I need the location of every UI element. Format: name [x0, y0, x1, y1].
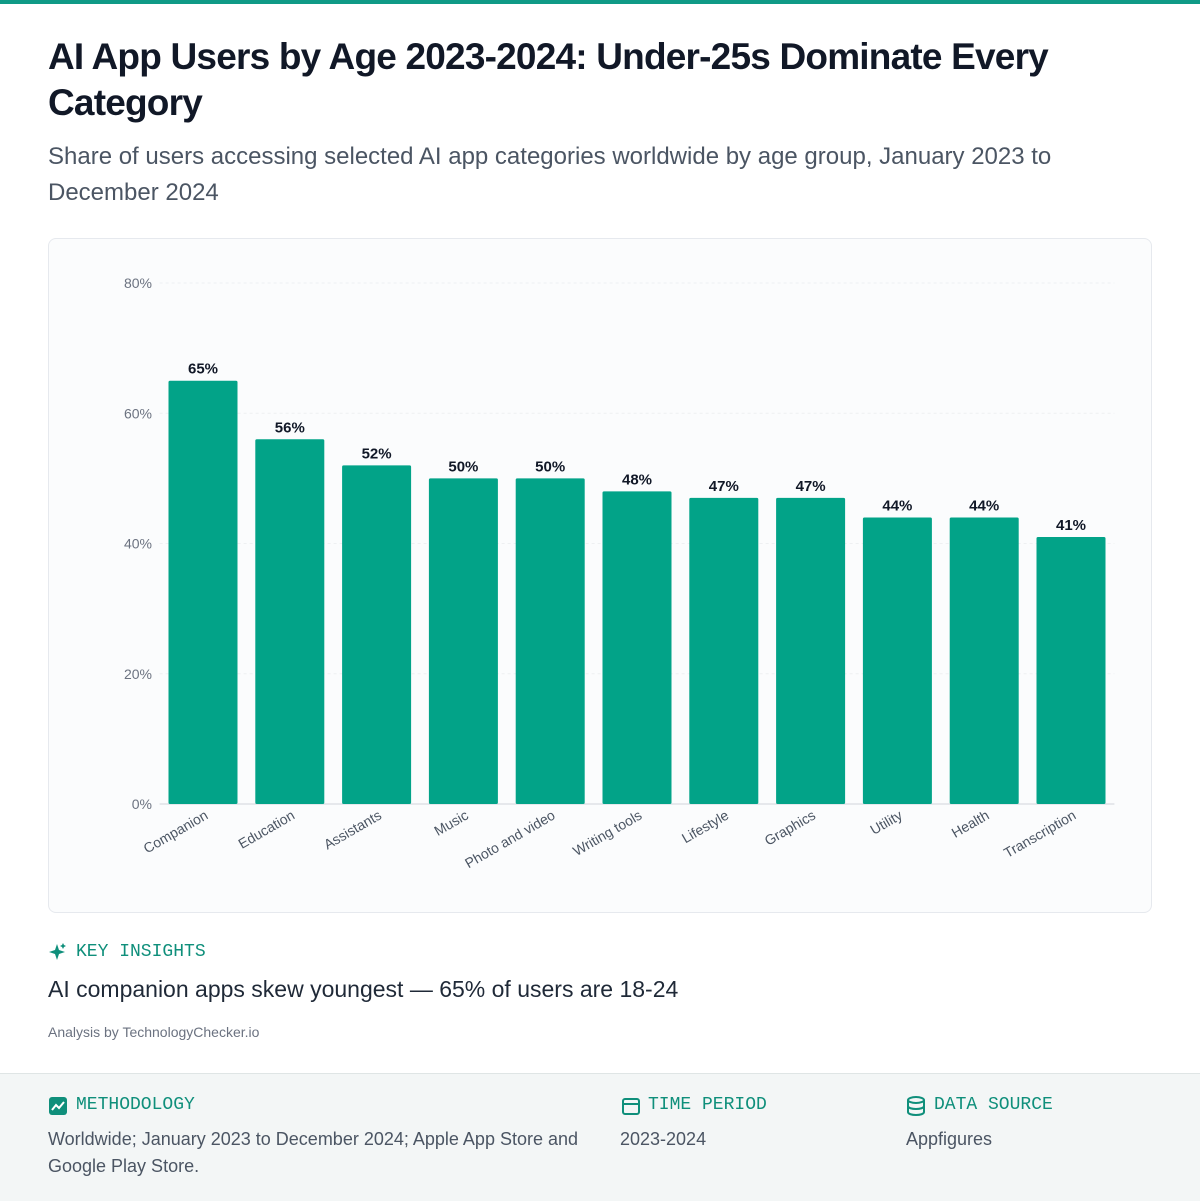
title: AI App Users by Age 2023-2024: Under-25s… — [48, 36, 1049, 123]
time-period-heading: TIME PERIOD — [648, 1095, 767, 1115]
insight-text: AI companion apps skew youngest — 65% of… — [48, 976, 679, 1002]
methodology-heading: METHODOLOGY — [76, 1095, 195, 1115]
subtitle: Share of users accessing selected AI app… — [48, 143, 1052, 206]
methodology-text: Worldwide; January 2023 to December 2024… — [48, 1129, 579, 1176]
chart-icon — [49, 1097, 67, 1115]
footer — [0, 1073, 1200, 1201]
database-icon — [907, 1096, 925, 1116]
chart-card — [48, 238, 1152, 913]
data-source-heading: DATA SOURCE — [934, 1095, 1053, 1115]
time-period-text: 2023-2024 — [620, 1129, 707, 1149]
insights-heading: KEY INSIGHTS — [76, 942, 206, 962]
top-bar — [0, 0, 1200, 4]
calendar-icon — [622, 1098, 640, 1115]
sparkle-icon — [49, 943, 66, 960]
data-source-text: Appfigures — [906, 1129, 993, 1149]
credit: Analysis by TechnologyChecker.io — [48, 1024, 260, 1040]
